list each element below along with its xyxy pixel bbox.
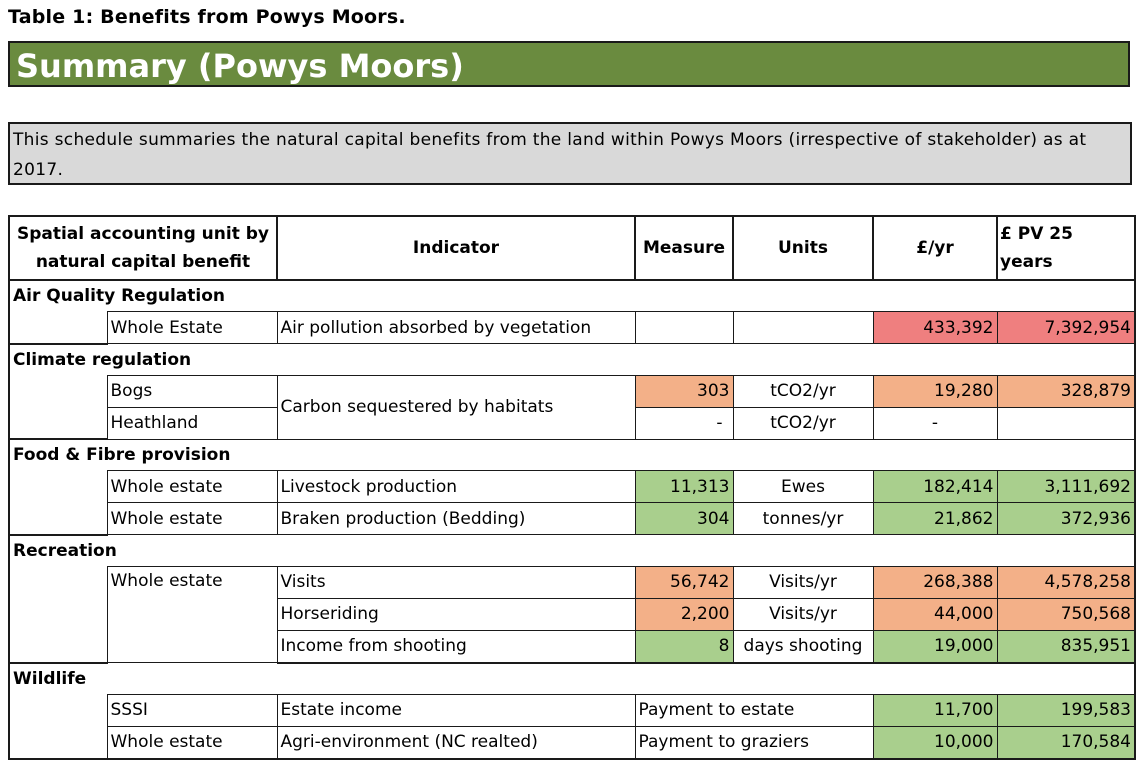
indicator-cell: Carbon sequestered by habitats — [276, 374, 636, 440]
indicator-cell: Visits — [276, 565, 636, 599]
benefits-table: Spatial accounting unit by natural capit… — [8, 215, 1136, 760]
per-year-cell: 11,700 — [872, 693, 998, 727]
pv-cell: 328,879 — [996, 374, 1136, 408]
indicator-cell: Agri-environment (NC realted) — [276, 725, 636, 760]
per-year-cell: 21,862 — [872, 502, 998, 535]
indicator-cell: Air pollution absorbed by vegetation — [276, 311, 636, 344]
unit-cell: Whole Estate — [106, 311, 278, 344]
section-wildlife: Wildlife — [8, 662, 1136, 694]
per-year-cell: 182,414 — [872, 470, 998, 503]
table-row: Whole estate Braken production (Bedding)… — [9, 502, 1136, 535]
measure-cell: Payment to graziers — [634, 725, 874, 760]
table-row: Whole estate Livestock production 11,313… — [8, 470, 1136, 536]
pv-cell — [996, 406, 1136, 440]
per-year-cell: - — [872, 406, 998, 440]
section-food-fibre: Food & Fibre provision — [8, 439, 1136, 471]
units-cell: days shooting — [732, 629, 874, 664]
indicator-cell: Income from shooting — [276, 629, 636, 664]
schedule-description: This schedule summaries the natural capi… — [8, 122, 1132, 185]
table-row: Income from shooting 8 days shooting 19,… — [9, 629, 1136, 664]
measure-cell — [634, 311, 734, 344]
unit-cell: Heathland — [106, 406, 278, 440]
pv-cell: 750,568 — [996, 597, 1136, 631]
pv-cell: 835,951 — [996, 629, 1136, 664]
indicator-cell: Horseriding — [276, 597, 636, 631]
indicator-cell: Livestock production — [276, 470, 636, 503]
units-cell: tCO2/yr — [732, 374, 874, 408]
units-cell: tonnes/yr — [732, 502, 874, 535]
units-cell: Visits/yr — [732, 597, 874, 631]
pv-cell: 199,583 — [996, 693, 1136, 727]
per-year-cell: 19,000 — [872, 629, 998, 664]
unit-cell: Whole estate — [106, 502, 278, 535]
units-cell — [732, 311, 874, 344]
measure-cell: 2,200 — [634, 597, 734, 631]
measure-cell: Payment to estate — [634, 693, 874, 727]
unit-cell: Whole estate — [106, 470, 278, 503]
unit-cell: Bogs — [106, 374, 278, 408]
table-row: Whole estate Visits 56,742 Visits/yr 268… — [8, 565, 1136, 664]
table-caption: Table 1: Benefits from Powys Moors. — [8, 6, 406, 28]
per-year-cell: 10,000 — [872, 725, 998, 760]
unit-cell: Whole estate — [106, 725, 278, 760]
header-indicator: Indicator — [276, 215, 636, 281]
per-year-cell: 268,388 — [872, 565, 998, 599]
table-row: SSSI Estate income Payment to estate 11,… — [8, 693, 1136, 760]
summary-banner: Summary (Powys Moors) — [8, 41, 1130, 87]
pv-cell: 170,584 — [996, 725, 1136, 760]
per-year-cell: 433,392 — [872, 311, 998, 344]
per-year-cell: 19,280 — [872, 374, 998, 408]
table-row: Whole Estate Air pollution absorbed by v… — [8, 311, 1136, 345]
pv-cell: 372,936 — [996, 502, 1136, 535]
measure-cell: 11,313 — [634, 470, 734, 503]
pv-cell: 7,392,954 — [996, 311, 1136, 344]
header-units: Units — [732, 215, 874, 281]
per-year-cell: 44,000 — [872, 597, 998, 631]
measure-cell: 56,742 — [634, 565, 734, 599]
table-row: Heathland - tCO2/yr - — [9, 406, 1136, 440]
unit-cell: Whole estate — [106, 565, 278, 663]
indicator-cell: Estate income — [276, 693, 636, 727]
units-cell: tCO2/yr — [732, 406, 874, 440]
header-per-year: £/yr — [872, 215, 998, 281]
header-pv: £ PV 25 years — [996, 215, 1136, 281]
header-unit: Spatial accounting unit by natural capit… — [8, 215, 278, 281]
section-recreation: Recreation — [8, 534, 1136, 566]
pv-cell: 3,111,692 — [996, 470, 1136, 503]
measure-cell: 304 — [634, 502, 734, 535]
table-row: Bogs Carbon sequestered by habitats 303 … — [8, 374, 1136, 440]
indicator-cell: Braken production (Bedding) — [276, 502, 636, 535]
header-measure: Measure — [634, 215, 734, 281]
section-climate: Climate regulation — [8, 343, 1136, 375]
units-cell: Visits/yr — [732, 565, 874, 599]
measure-cell: - — [634, 406, 734, 440]
unit-cell: SSSI — [106, 693, 278, 727]
pv-cell: 4,578,258 — [996, 565, 1136, 599]
measure-cell: 8 — [634, 629, 734, 664]
section-air-quality: Air Quality Regulation — [8, 280, 1136, 312]
units-cell: Ewes — [732, 470, 874, 503]
table-row: Horseriding 2,200 Visits/yr 44,000 750,5… — [9, 597, 1136, 631]
table-row: Whole estate Agri-environment (NC realte… — [9, 725, 1136, 760]
measure-cell: 303 — [634, 374, 734, 408]
